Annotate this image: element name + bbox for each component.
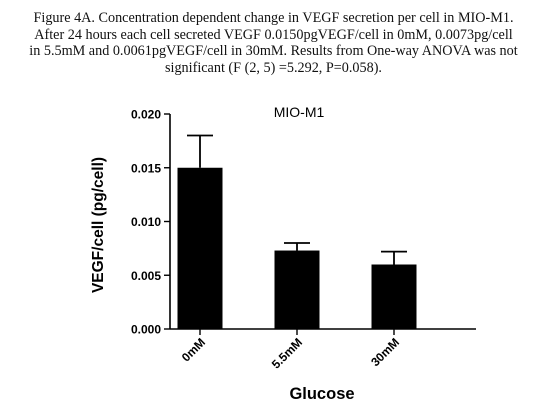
y-axis-label: VEGF/cell (pg/cell) xyxy=(90,157,107,293)
y-tick-label: 0.000 xyxy=(131,323,161,337)
caption-line: in 5.5mM and 0.0061pgVEGF/cell in 30mM. … xyxy=(29,43,518,60)
bar xyxy=(371,264,417,329)
x-tick-label: 5.5mM xyxy=(269,335,305,371)
x-tick-label: 0mM xyxy=(179,335,208,364)
caption-line: significant (F (2, 5) =5.292, P=0.058). xyxy=(165,59,382,76)
y-tick-label: 0.005 xyxy=(131,269,161,283)
caption-line: After 24 hours each cell secreted VEGF 0… xyxy=(34,26,513,43)
figure-caption: Figure 4A. Concentration dependent chang… xyxy=(0,10,547,76)
y-tick-label: 0.010 xyxy=(131,215,161,229)
bar xyxy=(177,167,223,329)
y-tick-label: 0.020 xyxy=(131,108,161,122)
caption-line: Figure 4A. Concentration dependent chang… xyxy=(33,10,514,26)
bar xyxy=(274,250,320,329)
x-tick-label: 30mM xyxy=(368,335,402,369)
x-axis-label: Glucose xyxy=(289,385,354,403)
chart-title: MIO-M1 xyxy=(274,104,325,120)
y-tick-label: 0.015 xyxy=(131,161,161,175)
